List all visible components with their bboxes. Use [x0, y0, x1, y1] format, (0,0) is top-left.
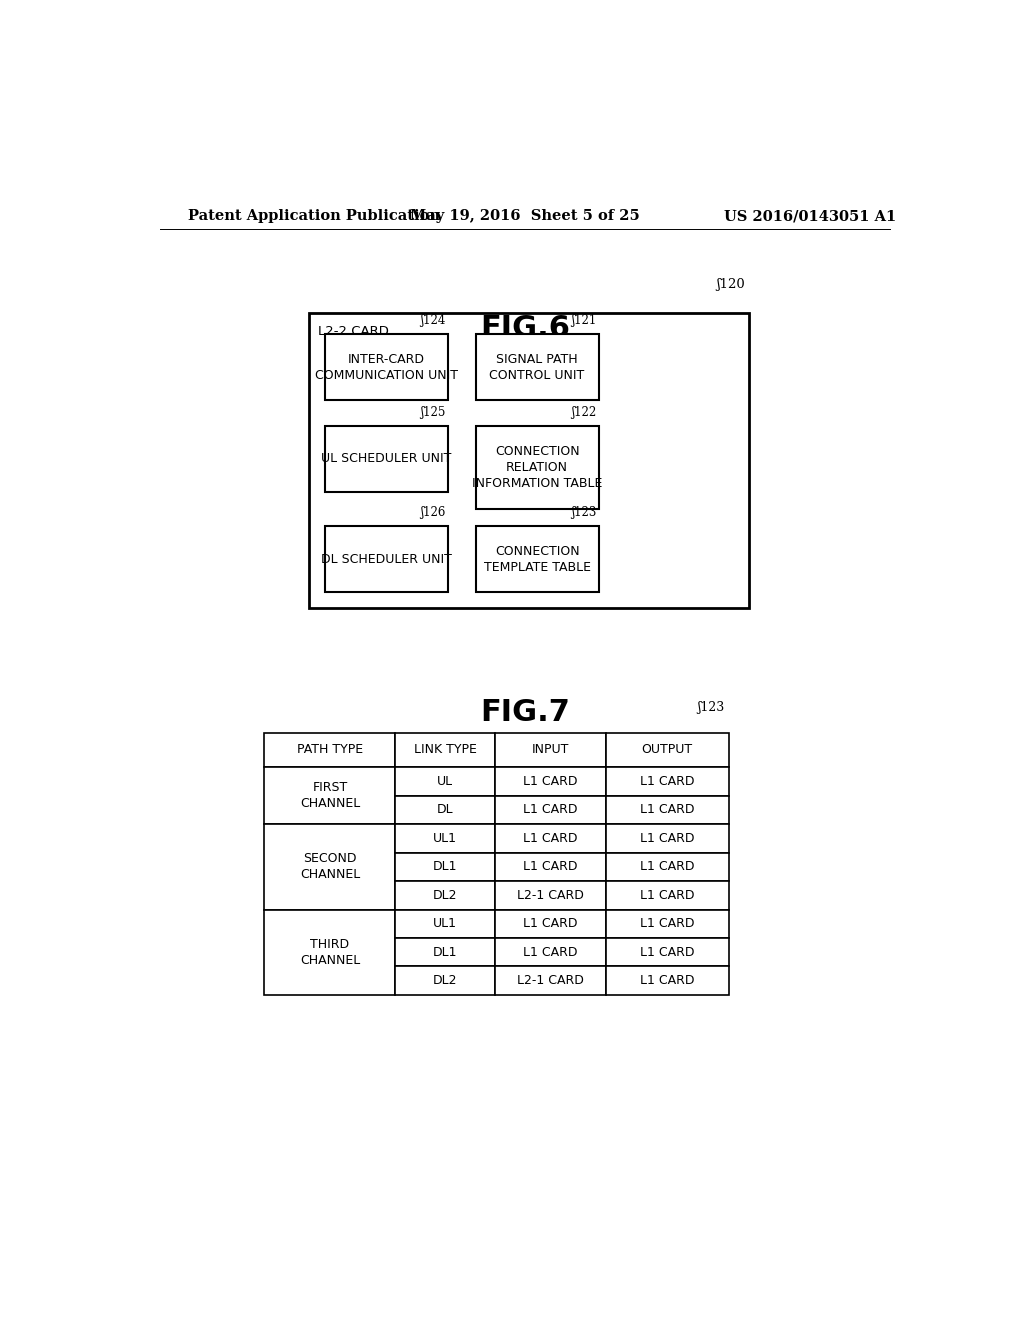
- Bar: [264, 824, 395, 909]
- Bar: [606, 909, 729, 939]
- Bar: [495, 880, 606, 909]
- Text: CONNECTION
RELATION
INFORMATION TABLE: CONNECTION RELATION INFORMATION TABLE: [472, 445, 602, 490]
- Text: L1 CARD: L1 CARD: [523, 861, 578, 874]
- Text: L1 CARD: L1 CARD: [523, 832, 578, 845]
- Bar: [495, 824, 606, 853]
- Bar: [395, 767, 495, 796]
- Text: ʃ123: ʃ123: [697, 701, 725, 714]
- Bar: [606, 966, 729, 995]
- Bar: [475, 334, 599, 400]
- Text: INTER-CARD
COMMUNICATION UNIT: INTER-CARD COMMUNICATION UNIT: [314, 352, 458, 381]
- Text: L1 CARD: L1 CARD: [523, 917, 578, 931]
- Text: ʃ124: ʃ124: [420, 314, 445, 327]
- Text: L1 CARD: L1 CARD: [640, 804, 694, 816]
- Text: LINK TYPE: LINK TYPE: [414, 743, 476, 756]
- Bar: [495, 733, 606, 767]
- Text: L1 CARD: L1 CARD: [523, 945, 578, 958]
- Text: SIGNAL PATH
CONTROL UNIT: SIGNAL PATH CONTROL UNIT: [489, 352, 585, 381]
- Text: L1 CARD: L1 CARD: [640, 917, 694, 931]
- Bar: [264, 909, 395, 995]
- Text: ʃ125: ʃ125: [420, 405, 445, 418]
- Bar: [395, 966, 495, 995]
- Text: OUTPUT: OUTPUT: [642, 743, 693, 756]
- Text: L2-1 CARD: L2-1 CARD: [517, 974, 584, 987]
- Bar: [495, 796, 606, 824]
- Text: US 2016/0143051 A1: US 2016/0143051 A1: [724, 210, 897, 223]
- Bar: [495, 909, 606, 939]
- Bar: [325, 334, 447, 400]
- Bar: [475, 527, 599, 593]
- Text: ʃ123: ʃ123: [570, 507, 596, 519]
- Text: L1 CARD: L1 CARD: [640, 945, 694, 958]
- Text: THIRD
CHANNEL: THIRD CHANNEL: [300, 937, 360, 966]
- Bar: [606, 824, 729, 853]
- Bar: [264, 733, 395, 767]
- Text: UL1: UL1: [433, 832, 457, 845]
- Bar: [325, 426, 447, 492]
- Bar: [264, 767, 395, 824]
- Bar: [606, 767, 729, 796]
- Text: SECOND
CHANNEL: SECOND CHANNEL: [300, 853, 360, 882]
- Bar: [309, 313, 750, 607]
- Text: ʃ121: ʃ121: [571, 314, 596, 327]
- Text: CONNECTION
TEMPLATE TABLE: CONNECTION TEMPLATE TABLE: [483, 545, 591, 574]
- Text: L1 CARD: L1 CARD: [640, 775, 694, 788]
- Text: May 19, 2016  Sheet 5 of 25: May 19, 2016 Sheet 5 of 25: [410, 210, 640, 223]
- Bar: [606, 796, 729, 824]
- Text: L2-1 CARD: L2-1 CARD: [517, 888, 584, 902]
- Text: L1 CARD: L1 CARD: [640, 974, 694, 987]
- Bar: [395, 909, 495, 939]
- Text: FIG.6: FIG.6: [480, 314, 569, 343]
- Bar: [395, 824, 495, 853]
- Text: DL SCHEDULER UNIT: DL SCHEDULER UNIT: [321, 553, 452, 566]
- Text: DL: DL: [436, 804, 454, 816]
- Bar: [606, 733, 729, 767]
- Text: UL: UL: [437, 775, 453, 788]
- Text: ʃ122: ʃ122: [571, 405, 596, 418]
- Bar: [606, 939, 729, 966]
- Bar: [395, 733, 495, 767]
- Bar: [495, 966, 606, 995]
- Text: ʃ126: ʃ126: [420, 507, 445, 519]
- Bar: [475, 426, 599, 510]
- Text: DL1: DL1: [433, 861, 458, 874]
- Text: L1 CARD: L1 CARD: [640, 832, 694, 845]
- Text: PATH TYPE: PATH TYPE: [297, 743, 364, 756]
- Text: DL1: DL1: [433, 945, 458, 958]
- Bar: [495, 853, 606, 880]
- Bar: [495, 767, 606, 796]
- Text: L1 CARD: L1 CARD: [640, 888, 694, 902]
- Text: Patent Application Publication: Patent Application Publication: [187, 210, 439, 223]
- Bar: [606, 880, 729, 909]
- Text: L1 CARD: L1 CARD: [523, 775, 578, 788]
- Bar: [395, 796, 495, 824]
- Text: FIG.7: FIG.7: [480, 698, 569, 727]
- Bar: [325, 527, 447, 593]
- Text: UL SCHEDULER UNIT: UL SCHEDULER UNIT: [322, 453, 452, 465]
- Bar: [395, 853, 495, 880]
- Text: FIRST
CHANNEL: FIRST CHANNEL: [300, 781, 360, 810]
- Text: L2-2 CARD: L2-2 CARD: [318, 325, 389, 338]
- Bar: [495, 939, 606, 966]
- Text: INPUT: INPUT: [531, 743, 569, 756]
- Text: DL2: DL2: [433, 974, 458, 987]
- Text: UL1: UL1: [433, 917, 457, 931]
- Text: L1 CARD: L1 CARD: [640, 861, 694, 874]
- Text: ʃ120: ʃ120: [717, 277, 745, 290]
- Bar: [395, 880, 495, 909]
- Text: L1 CARD: L1 CARD: [523, 804, 578, 816]
- Text: DL2: DL2: [433, 888, 458, 902]
- Bar: [606, 853, 729, 880]
- Bar: [395, 939, 495, 966]
